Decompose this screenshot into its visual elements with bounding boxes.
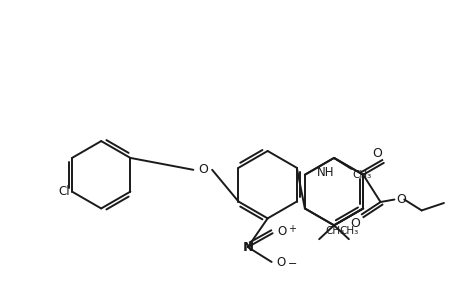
Text: O: O xyxy=(277,225,286,238)
Text: CH₃: CH₃ xyxy=(325,226,344,236)
Text: O: O xyxy=(198,163,208,176)
Text: NH: NH xyxy=(317,166,334,179)
Text: O: O xyxy=(350,217,359,230)
Text: O: O xyxy=(276,256,285,269)
Text: −: − xyxy=(287,260,296,269)
Text: CH₃: CH₃ xyxy=(352,170,371,180)
Text: O: O xyxy=(396,193,405,206)
Text: O: O xyxy=(371,147,381,161)
Text: Cl: Cl xyxy=(58,185,69,198)
Text: N: N xyxy=(242,241,253,254)
Text: CH₃: CH₃ xyxy=(339,226,358,236)
Text: +: + xyxy=(288,224,296,234)
